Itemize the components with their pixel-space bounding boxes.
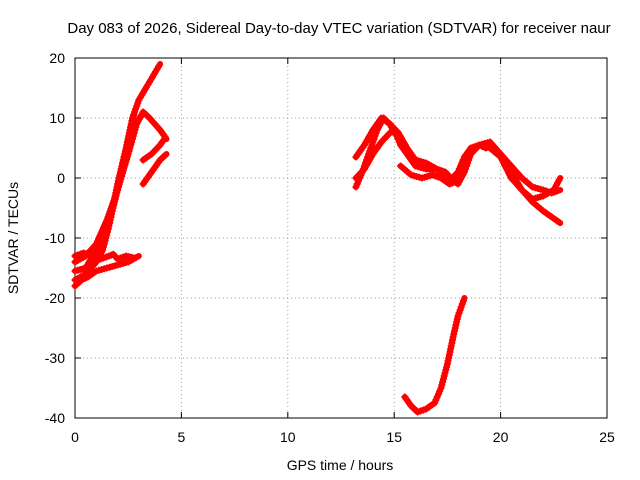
y-tick-label: -20	[45, 290, 65, 306]
y-tick-label: -10	[45, 230, 65, 246]
axis-ticks: 0 5 10 15 20 25 -40 -30 -20 -10 0 10 20	[45, 50, 615, 445]
series-track-12	[401, 295, 468, 416]
series-line	[140, 151, 170, 187]
y-tick-label: 20	[49, 50, 65, 66]
series-track-5	[139, 136, 168, 164]
x-tick-label: 0	[71, 429, 79, 445]
x-tick-label: 25	[599, 429, 615, 445]
data-point	[128, 253, 136, 261]
y-tick-label: -30	[45, 350, 65, 366]
series-track-6	[71, 253, 142, 290]
x-tick-label: 15	[386, 429, 402, 445]
series-track-4	[139, 151, 170, 188]
series-track-7	[71, 249, 138, 263]
data-point	[160, 152, 168, 160]
data-point	[459, 297, 467, 305]
data-series	[71, 61, 564, 416]
series-line	[401, 295, 468, 415]
y-tick-label: 0	[57, 170, 65, 186]
data-point	[555, 176, 563, 184]
data-point	[81, 275, 89, 282]
y-tick-label: -40	[45, 410, 65, 426]
x-tick-label: 10	[280, 429, 296, 445]
chart-title: Day 083 of 2026, Sidereal Day-to-day VTE…	[67, 20, 610, 37]
y-axis-label: SDTVAR / TECUs	[5, 182, 21, 294]
data-point	[553, 217, 561, 225]
x-axis-label: GPS time / hours	[287, 457, 394, 473]
x-tick-label: 5	[178, 429, 186, 445]
data-point	[77, 276, 85, 284]
x-tick-label: 20	[493, 429, 509, 445]
data-point	[158, 138, 166, 146]
y-tick-label: 10	[49, 110, 65, 126]
series-track-3	[71, 108, 170, 266]
series-track-11	[397, 141, 564, 203]
data-point	[155, 63, 163, 71]
grid-lines	[75, 58, 607, 418]
